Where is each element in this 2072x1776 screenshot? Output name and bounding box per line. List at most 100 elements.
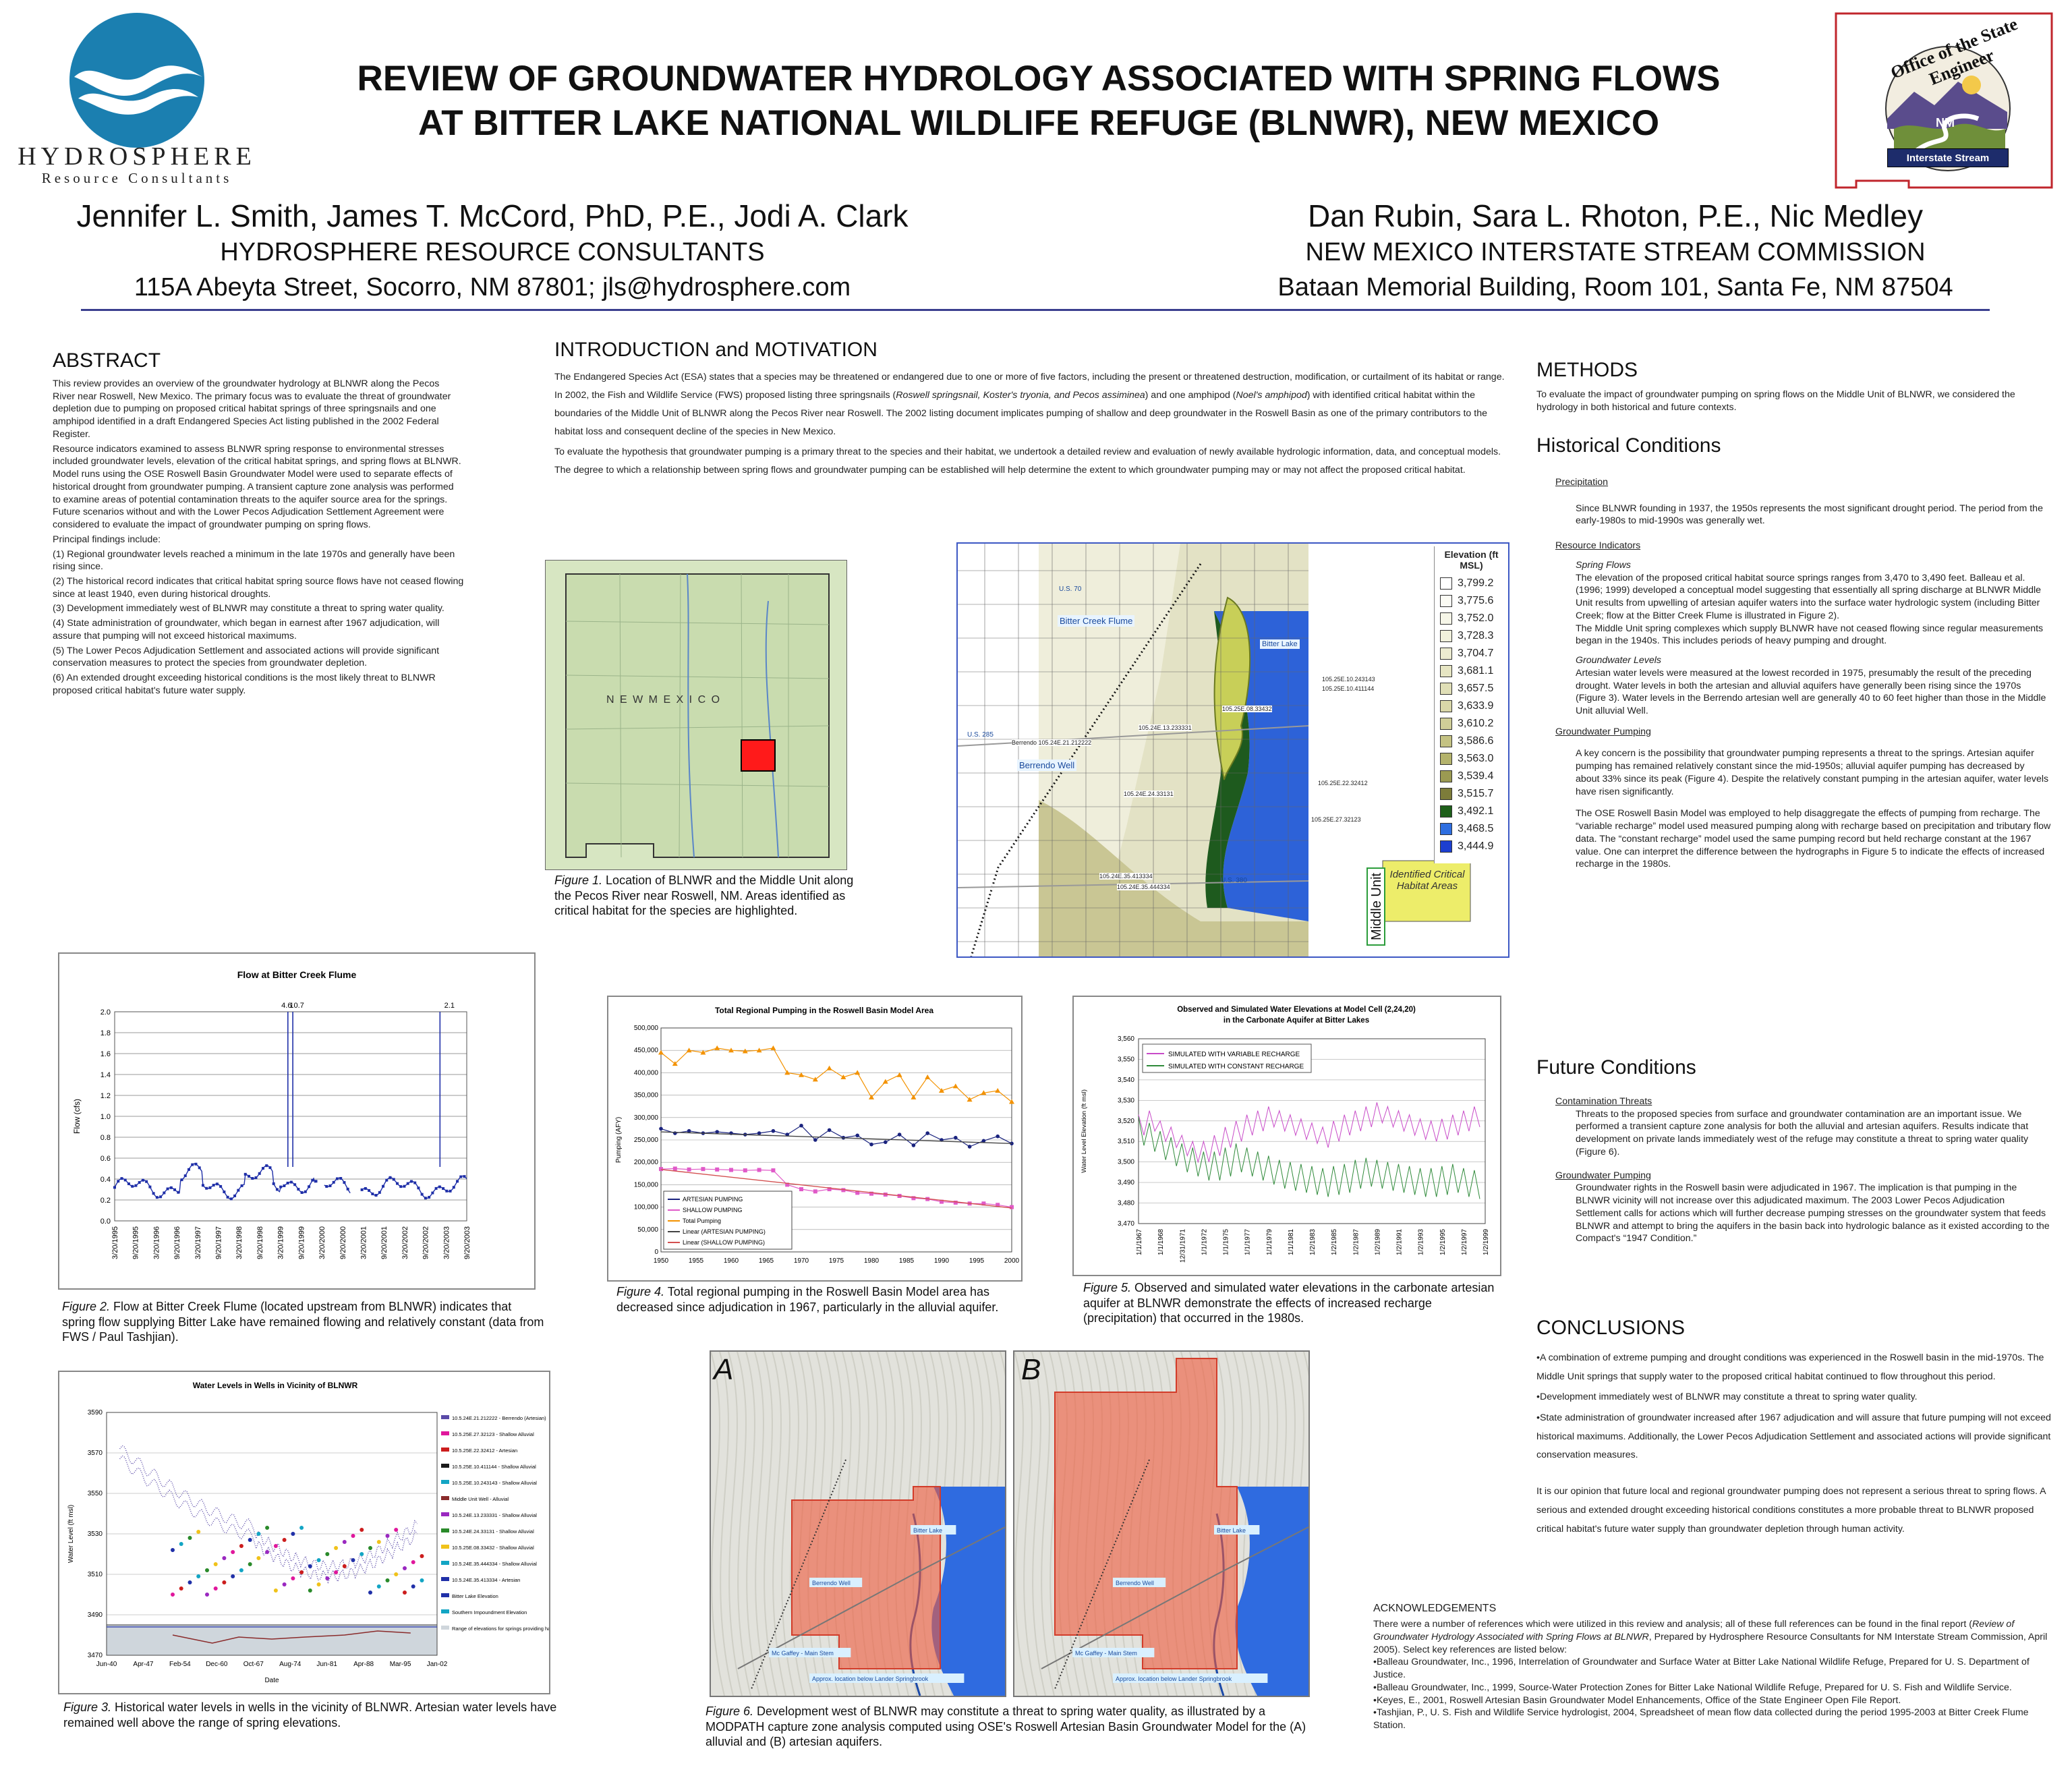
flow-point: [127, 1182, 130, 1186]
river-shade: [931, 1487, 1005, 1696]
flow-point: [368, 1188, 371, 1192]
x-tick-label: 1/1/1979: [1266, 1229, 1273, 1255]
data-point: [953, 1200, 958, 1205]
elevation-chart-svg: Observed and Simulated Water Elevations …: [1081, 1006, 1490, 1263]
well-point: [342, 1540, 347, 1544]
legend-swatch: [441, 1561, 449, 1565]
data-point: [855, 1070, 861, 1075]
authors-left: Jennifer L. Smith, James T. McCord, PhD,…: [27, 197, 958, 305]
poster-title: REVIEW OF GROUNDWATER HYDROLOGY ASSOCIAT…: [283, 57, 1794, 146]
data-point: [714, 1045, 720, 1050]
spring-text-1: The elevation of the proposed critical h…: [1576, 572, 2042, 621]
well-point: [351, 1534, 355, 1538]
flow-point: [187, 1168, 190, 1171]
y-tick-label: 3510: [88, 1571, 103, 1578]
flow-point: [180, 1178, 183, 1182]
terrain-line: [1023, 1352, 1037, 1696]
data-point: [812, 1077, 818, 1082]
legend-label: 10.5.24E.35.413334 - Artesian: [452, 1577, 520, 1583]
habitat-label: Identified Critical Habitat Areas: [1389, 869, 1465, 892]
x-tick-label: 1975: [829, 1257, 844, 1265]
well-point: [273, 1588, 278, 1593]
legend-label: Linear (ARTESIAN PUMPING): [683, 1228, 766, 1235]
data-point: [659, 1167, 663, 1172]
y-axis-label: Flow (cfs): [72, 1099, 82, 1134]
figure-6-map-b: Bitter Lake Berrendo Well Mc Gaffey - Main…: [1013, 1350, 1310, 1697]
future-pumping-heading: Groundwater Pumping: [1555, 1170, 1651, 1181]
legend-entry: 3,657.5: [1440, 680, 1508, 697]
figure-5-chart: Observed and Simulated Water Elevations …: [1072, 996, 1501, 1276]
well-point: [308, 1564, 312, 1568]
y-tick-label: 1.4: [100, 1071, 111, 1079]
well-point: [231, 1550, 235, 1554]
flow-point: [311, 1178, 314, 1182]
well-label: 105.25E.10.411144: [1322, 685, 1375, 692]
x-tick-label: 9/20/2001: [380, 1226, 388, 1259]
conclusion-4: It is our opinion that future local and …: [1536, 1486, 2046, 1535]
elevation-legend: Elevation (ft MSL) 3,799.2 3,775.6 3,752.0…: [1434, 546, 1508, 863]
legend-swatch: [1440, 770, 1452, 782]
data-point: [799, 1072, 804, 1077]
legend-value: 3,799.2: [1458, 577, 1494, 589]
flow-point: [452, 1186, 455, 1189]
data-point: [995, 1087, 1001, 1093]
y-tick-label: 0.6: [100, 1155, 111, 1163]
flow-point: [420, 1193, 424, 1196]
legend-value: 3,775.6: [1458, 595, 1494, 606]
well-point: [325, 1576, 330, 1580]
resource-heading: Resource Indicators: [1555, 540, 1641, 552]
conclusion-1: •A combination of extreme pumping and dr…: [1536, 1352, 2044, 1382]
x-tick-label: Mar-95: [390, 1661, 411, 1668]
data-point: [785, 1133, 789, 1137]
conclusion-2: •Development immediately west of BLNWR m…: [1536, 1392, 1918, 1403]
x-tick-label: 3/20/2000: [318, 1226, 326, 1259]
flow-point: [134, 1184, 138, 1187]
flow-point: [385, 1178, 388, 1182]
flow-point: [226, 1195, 229, 1199]
trend-line: [660, 1169, 1012, 1209]
x-tick-label: 1/2/1995: [1439, 1229, 1447, 1255]
legend-value: 3,657.5: [1458, 683, 1494, 694]
x-tick-label: 1/2/1989: [1374, 1229, 1381, 1255]
data-point: [826, 1065, 832, 1070]
y-tick-label: 0.8: [100, 1134, 111, 1142]
well-point: [291, 1532, 295, 1536]
flow-point: [438, 1185, 441, 1188]
flow-point: [194, 1162, 198, 1166]
well-point: [291, 1576, 295, 1580]
x-tick-label: 9/20/1998: [256, 1226, 264, 1259]
ack-p1: There were a number of references which …: [1373, 1619, 2048, 1655]
map-label-bg: [1072, 1648, 1155, 1657]
series-line: [660, 1168, 1012, 1208]
data-point: [911, 1143, 916, 1147]
legend-swatch: [1440, 788, 1452, 800]
flow-point: [424, 1197, 427, 1200]
x-tick-label: 9/20/1995: [132, 1226, 140, 1259]
map-label-us380: U.S. 380: [1221, 877, 1247, 884]
legend-swatch: [441, 1593, 449, 1597]
well-point: [282, 1582, 287, 1586]
legend-value: 3,633.9: [1458, 700, 1494, 712]
terrain-line: [745, 1352, 760, 1696]
flow-point: [169, 1186, 173, 1189]
data-point: [841, 1188, 846, 1193]
x-tick-label: 1985: [899, 1257, 915, 1265]
conclusion-3: •State administration of groundwater inc…: [1536, 1412, 2051, 1461]
x-tick-label: 1970: [794, 1257, 809, 1265]
intro-heading: INTRODUCTION and MOTIVATION: [554, 339, 877, 361]
flow-point: [431, 1191, 434, 1195]
title-line-2: AT BITTER LAKE NATIONAL WILDLIFE REFUGE …: [418, 103, 1660, 143]
legend-label: 10.5.24E.21.212222 - Berrendo (Artesian): [452, 1415, 546, 1421]
flow-point: [314, 1180, 318, 1183]
x-tick-label: 9/20/1999: [297, 1226, 306, 1259]
x-tick-label: 3/20/1999: [277, 1226, 285, 1259]
data-point: [952, 1083, 958, 1089]
y-tick-label: 200,000: [634, 1159, 659, 1166]
legend-value: 3,468.5: [1458, 823, 1494, 834]
chart-title: Water Levels in Wells in Vicinity of BLN…: [193, 1381, 358, 1390]
x-tick-label: 3/20/1996: [152, 1226, 161, 1259]
flow-point: [248, 1174, 251, 1178]
data-point: [940, 1199, 944, 1204]
abstract-p3: Principal findings include:: [53, 534, 161, 545]
series-line: [660, 1048, 1012, 1103]
